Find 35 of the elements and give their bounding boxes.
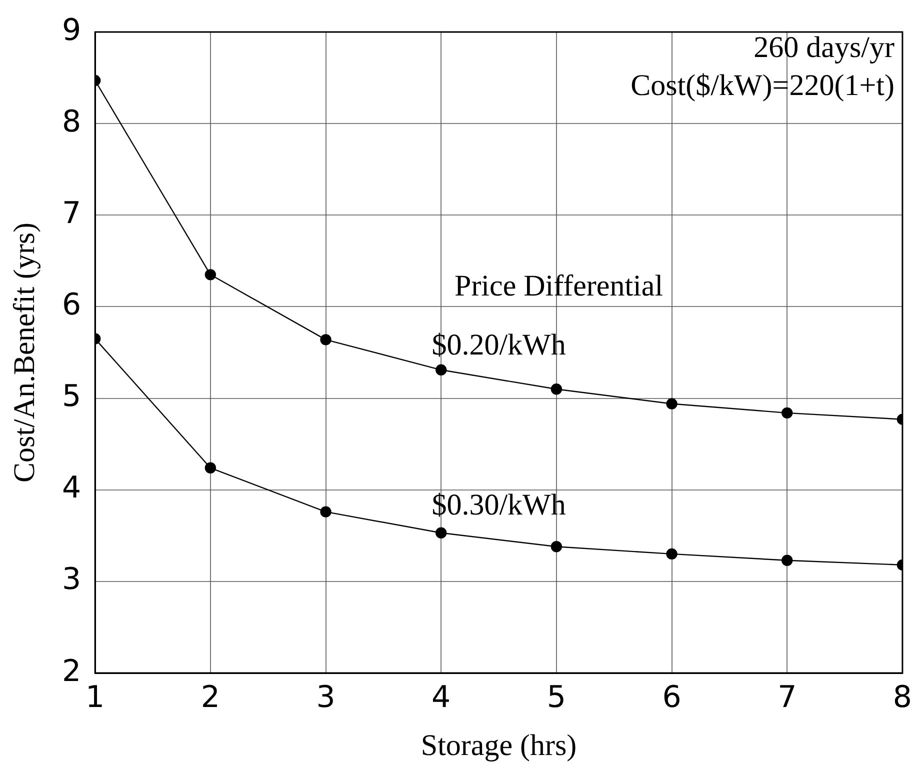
y-tick-label: 7 (62, 196, 82, 231)
y-tick-label: 2 (62, 654, 82, 689)
x-tick-label: 2 (200, 680, 220, 715)
annotation: 260 days/yr (754, 30, 894, 64)
y-tick-label: 8 (62, 104, 82, 140)
y-axis-title: Cost/An.Benefit (yrs) (8, 222, 41, 482)
point (436, 527, 447, 538)
series-label: $0.30/kWh (432, 488, 566, 522)
x-tick-label: 7 (778, 680, 797, 715)
point (666, 398, 678, 410)
point (782, 554, 793, 566)
annotation: Price Differential (454, 270, 664, 303)
y-tick-label: 3 (62, 562, 82, 598)
x-tick-label: 6 (662, 680, 682, 715)
point (204, 462, 216, 474)
point (320, 506, 332, 518)
y-tick-label: 4 (62, 470, 82, 506)
x-tick-label: 1 (86, 680, 105, 715)
x-tick-label: 4 (432, 680, 451, 715)
point (550, 541, 562, 552)
y-tick-label: 9 (62, 12, 82, 48)
x-tick-label: 3 (316, 680, 336, 715)
point (666, 548, 678, 560)
annotation: Cost($/kW)=220(1+t) (630, 68, 894, 102)
point (550, 384, 562, 395)
point (204, 269, 216, 280)
x-tick-label: 5 (546, 680, 566, 715)
series-label: $0.20/kWh (432, 328, 566, 362)
y-tick-label: 6 (62, 288, 82, 323)
point (782, 407, 793, 419)
point (320, 334, 332, 346)
x-tick-label: 8 (892, 680, 912, 715)
x-axis-title: Storage (hrs) (420, 728, 577, 762)
y-tick-label: 5 (62, 379, 82, 414)
point (436, 364, 447, 376)
